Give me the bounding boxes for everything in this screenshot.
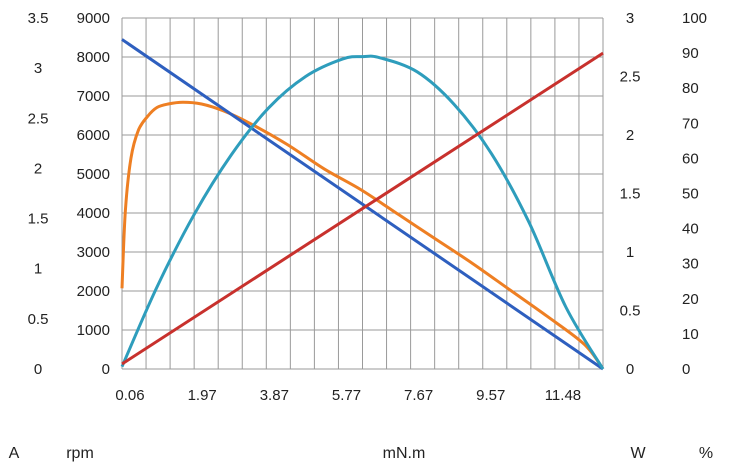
power-axis-tick-label: 1.5	[620, 186, 641, 203]
current-series-line	[121, 51, 604, 366]
x-tick-label: 5.77	[332, 387, 361, 404]
speed-axis-tick-label: 1000	[77, 322, 110, 339]
power-axis-tick-label: 0.5	[620, 303, 641, 320]
x-tick-label: 7.67	[404, 387, 433, 404]
current-axis-tick-label: 2	[34, 160, 42, 177]
efficiency-axis-tick-label: 100	[682, 10, 707, 27]
efficiency-series-line	[120, 100, 605, 370]
efficiency-axis-tick-label: 80	[682, 80, 699, 97]
x-axis-label: mN.m	[383, 445, 426, 462]
power-axis-tick-label: 0	[626, 361, 634, 378]
speed-axis-tick-label: 9000	[77, 10, 110, 27]
efficiency-axis-tick-label: 20	[682, 291, 699, 308]
x-tick-label: 11.48	[545, 387, 581, 404]
efficiency-axis-tick-label: 30	[682, 256, 699, 273]
efficiency-axis-tick-label: 0	[682, 361, 690, 378]
speed-series-line	[121, 38, 604, 371]
speed-axis-tick-label: 0	[102, 361, 110, 378]
x-tick-label: 3.87	[260, 387, 289, 404]
efficiency-unit-label: %	[699, 445, 713, 462]
speed-axis-tick-label: 7000	[77, 88, 110, 105]
current-axis-tick-label: 0.5	[28, 311, 49, 328]
current-axis-tick-label: 3.5	[28, 10, 49, 27]
power-axis-tick-label: 2.5	[620, 69, 641, 86]
efficiency-axis-tick-label: 50	[682, 186, 699, 203]
current-axis-tick-label: 1	[34, 261, 42, 278]
power-unit-label: W	[630, 445, 646, 462]
current-unit-label: A	[9, 445, 20, 462]
speed-unit-label: rpm	[66, 445, 94, 462]
current-axis-tick-label: 1.5	[28, 211, 49, 228]
speed-axis-tick-label: 2000	[77, 283, 110, 300]
current-axis-tick-label: 3	[34, 60, 42, 77]
power-series-line	[120, 54, 605, 370]
efficiency-axis-tick-label: 40	[682, 221, 699, 238]
efficiency-axis-tick-label: 60	[682, 150, 699, 167]
power-axis-tick-label: 3	[626, 10, 634, 27]
speed-axis-tick-label: 8000	[77, 49, 110, 66]
speed-axis-tick-label: 4000	[77, 205, 110, 222]
x-tick-label: 1.97	[188, 387, 217, 404]
efficiency-axis-tick-label: 10	[682, 326, 699, 343]
current-axis-tick-label: 2.5	[28, 110, 49, 127]
x-tick-label: 0.06	[115, 387, 144, 404]
speed-axis-tick-label: 5000	[77, 166, 110, 183]
efficiency-axis-tick-label: 90	[682, 45, 699, 62]
efficiency-axis-tick-label: 70	[682, 115, 699, 132]
speed-axis-tick-label: 6000	[77, 127, 110, 144]
power-axis-tick-label: 1	[626, 244, 634, 261]
power-axis-tick-label: 2	[626, 127, 634, 144]
x-tick-label: 9.57	[476, 387, 505, 404]
current-axis-tick-label: 0	[34, 361, 42, 378]
speed-axis-tick-label: 3000	[77, 244, 110, 261]
